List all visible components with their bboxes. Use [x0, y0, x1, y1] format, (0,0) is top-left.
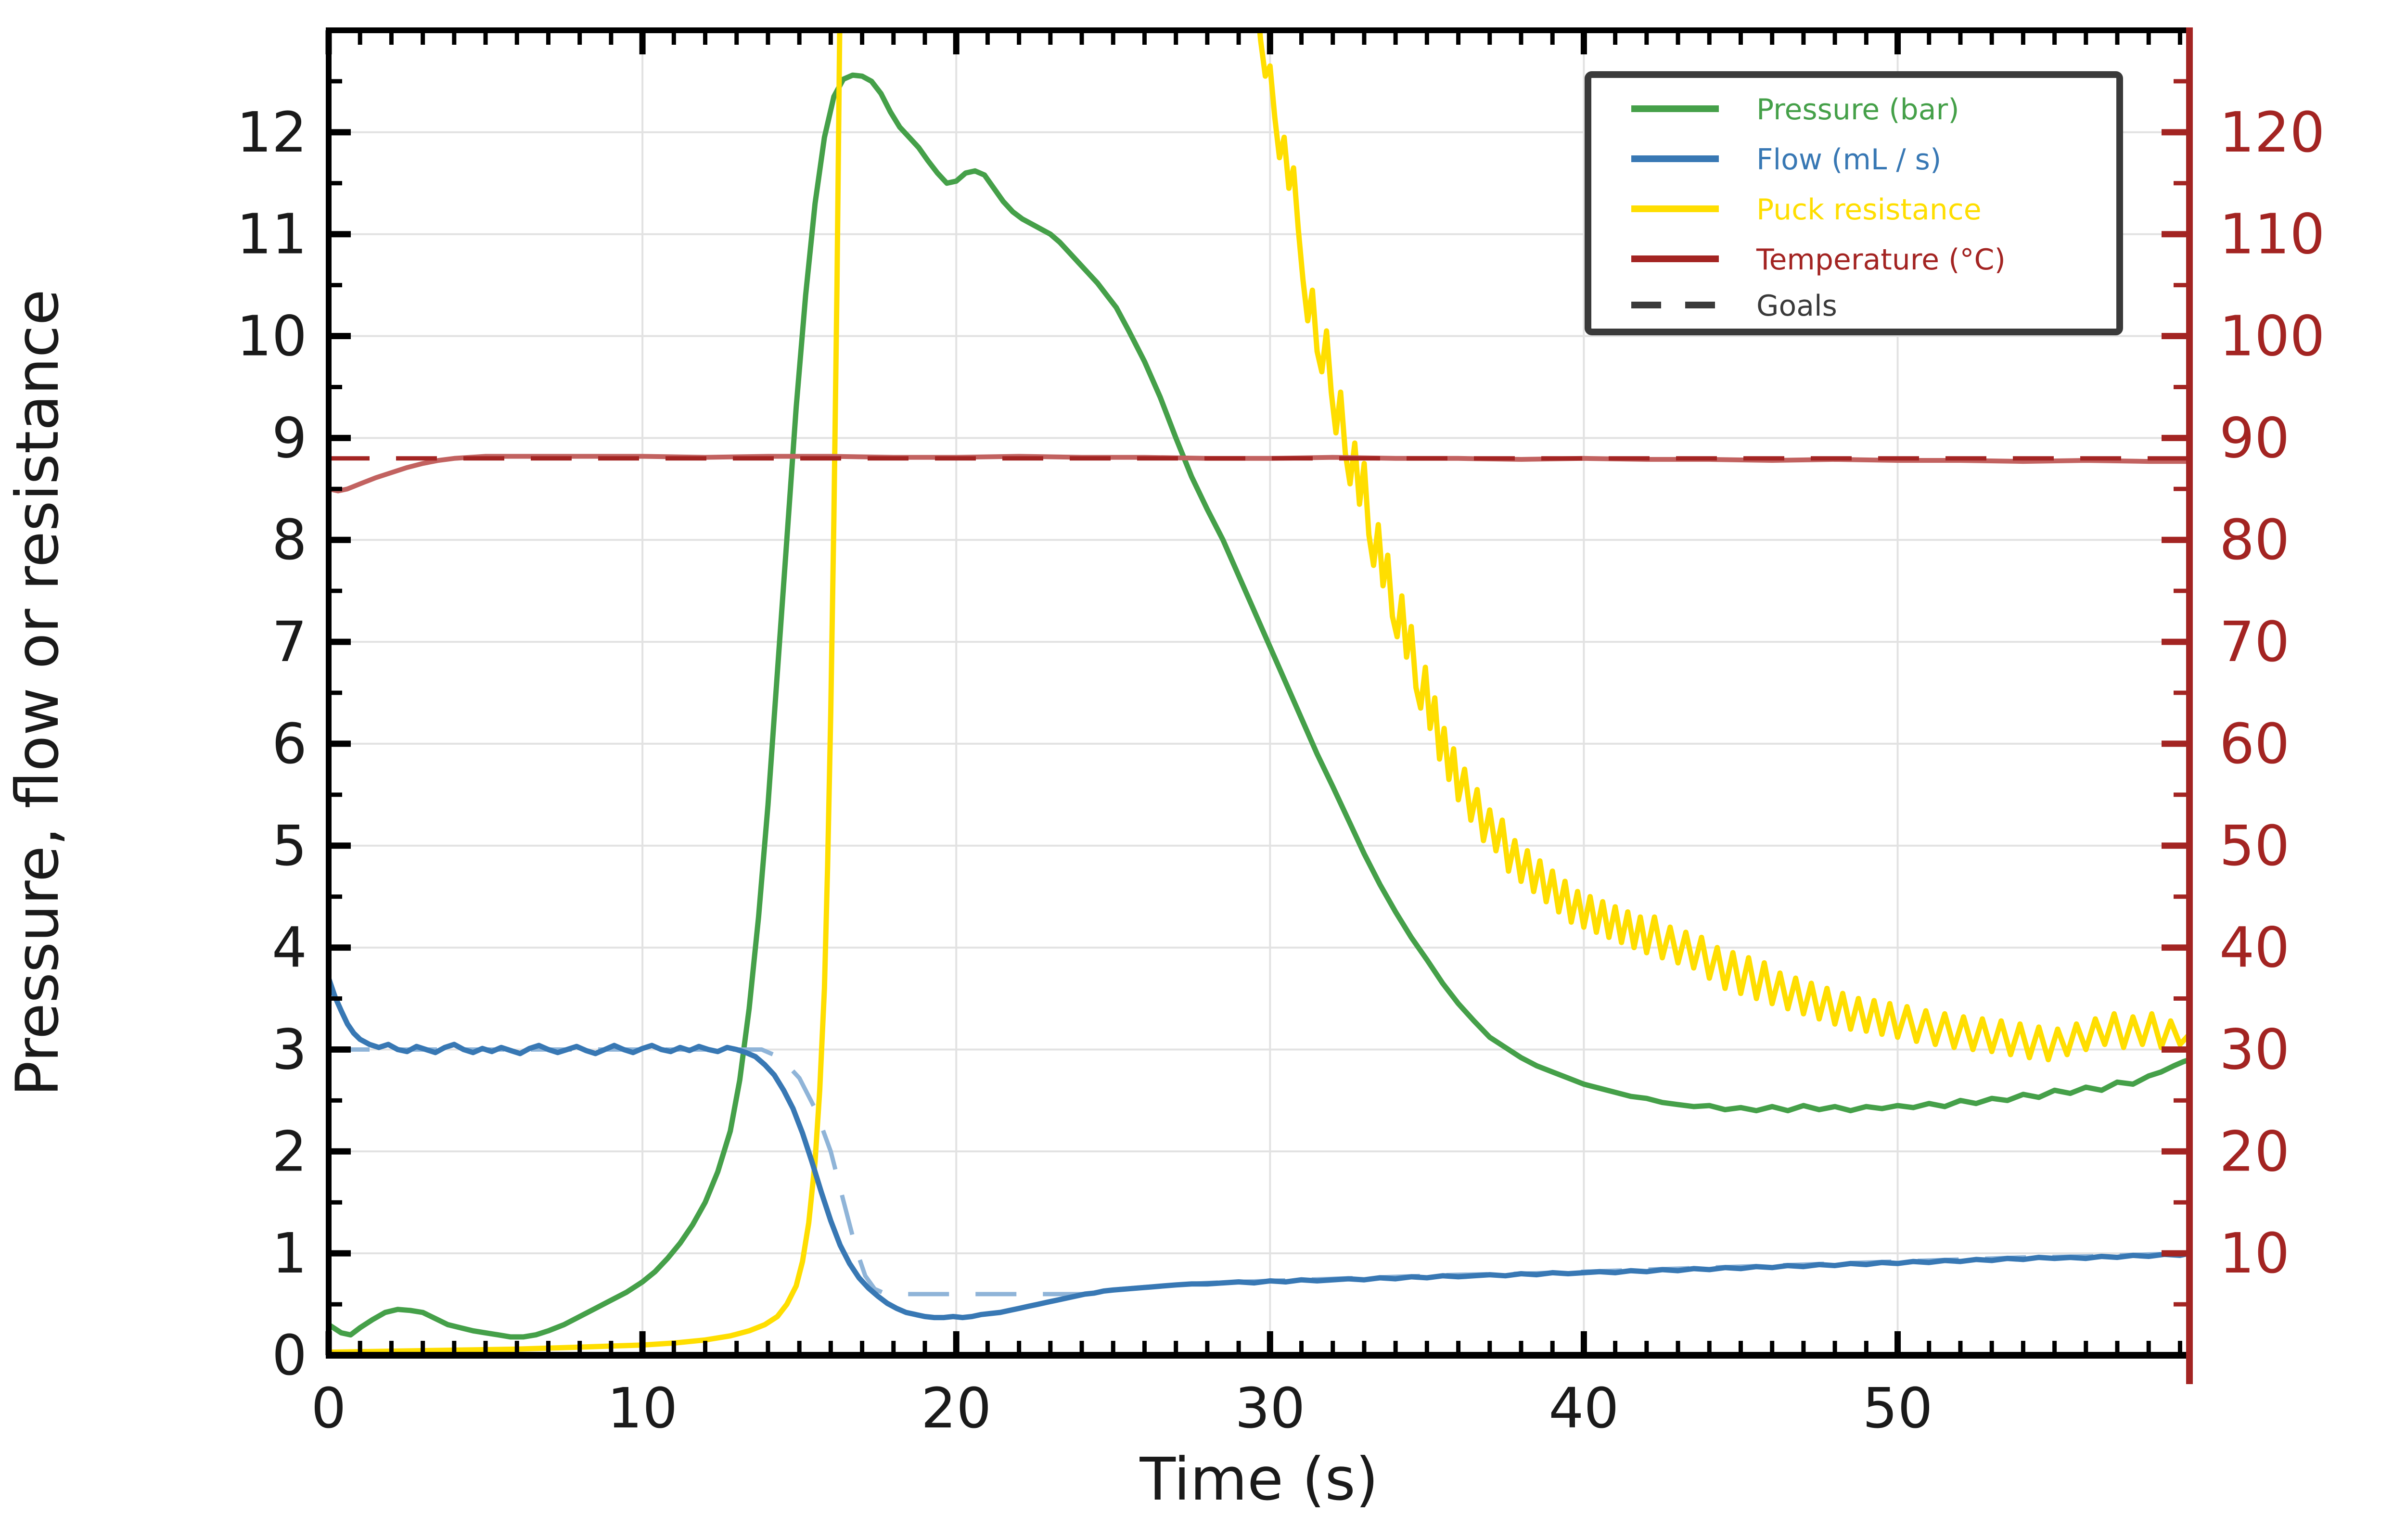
x-tick-label: 20 — [921, 1376, 991, 1441]
y-left-tick-label: 8 — [272, 508, 307, 573]
legend-box — [1585, 71, 2123, 335]
x-tick-label: 50 — [1862, 1376, 1932, 1441]
axes-spines — [326, 27, 2193, 1384]
y-right-tick-label: 30 — [2219, 1018, 2290, 1082]
y-left-tick-label: 0 — [272, 1324, 307, 1388]
y-right-tick-label: 10 — [2219, 1222, 2290, 1286]
y-left-tick-label: 1 — [272, 1222, 307, 1286]
series-line-pressure-bar — [329, 72, 2189, 1340]
y-left-tick-label: 10 — [237, 305, 307, 369]
y-right-tick-label: 100 — [2219, 305, 2325, 369]
y-right-tick-label: 70 — [2219, 610, 2290, 675]
y-right-tick-label: 60 — [2219, 712, 2290, 776]
legend-label: Puck resistance — [1756, 193, 1982, 227]
y-left-tick-label: 7 — [272, 610, 307, 675]
series — [329, 30, 2189, 1355]
y-left-tick-label: 2 — [272, 1120, 307, 1184]
x-tick-label: 0 — [311, 1376, 346, 1441]
legend-label: Flow (mL / s) — [1756, 143, 1941, 177]
y-left-tick-label: 4 — [272, 916, 307, 980]
y-left-tick-label: 6 — [272, 712, 307, 776]
series-line-flow-ml-s — [329, 977, 2189, 1321]
x-tick-label: 10 — [607, 1376, 678, 1441]
y-right-tick-label: 50 — [2219, 814, 2290, 878]
tick-labels: 0 10 20 30 40 5001234567891011121020304050607… — [237, 101, 2325, 1441]
legend: Pressure (bar) Flow (mL / s) Puck resistan… — [1585, 71, 2123, 335]
axis-labels: Time (s)Pressure, flow or resistanceTemp… — [3, 289, 1379, 1514]
y-right-tick-label: 20 — [2219, 1120, 2290, 1184]
series-line-temperature-c — [329, 454, 2189, 494]
y-left-tick-label: 5 — [272, 814, 307, 878]
series-line-puck-resistance — [329, 30, 2189, 1355]
x-axis-label: Time (s) — [1139, 1445, 1378, 1514]
legend-label: Goals — [1756, 289, 1837, 323]
legend-label: Pressure (bar) — [1756, 93, 1959, 127]
y-left-tick-label: 3 — [272, 1018, 307, 1082]
y-right-tick-label: 40 — [2219, 916, 2290, 980]
y-right-tick-label: 120 — [2219, 101, 2325, 165]
legend-label: Temperature (°C) — [1756, 243, 2006, 277]
y-left-tick-label: 9 — [272, 406, 307, 471]
y-right-tick-label: 80 — [2219, 508, 2290, 573]
x-tick-label: 30 — [1235, 1376, 1305, 1441]
x-tick-label: 40 — [1549, 1376, 1619, 1441]
y-left-axis-label: Pressure, flow or resistance — [3, 289, 72, 1096]
y-right-tick-label: 110 — [2219, 203, 2325, 267]
y-right-tick-label: 90 — [2219, 406, 2290, 471]
y-left-tick-label: 12 — [237, 101, 307, 165]
y-left-tick-label: 11 — [237, 203, 307, 267]
